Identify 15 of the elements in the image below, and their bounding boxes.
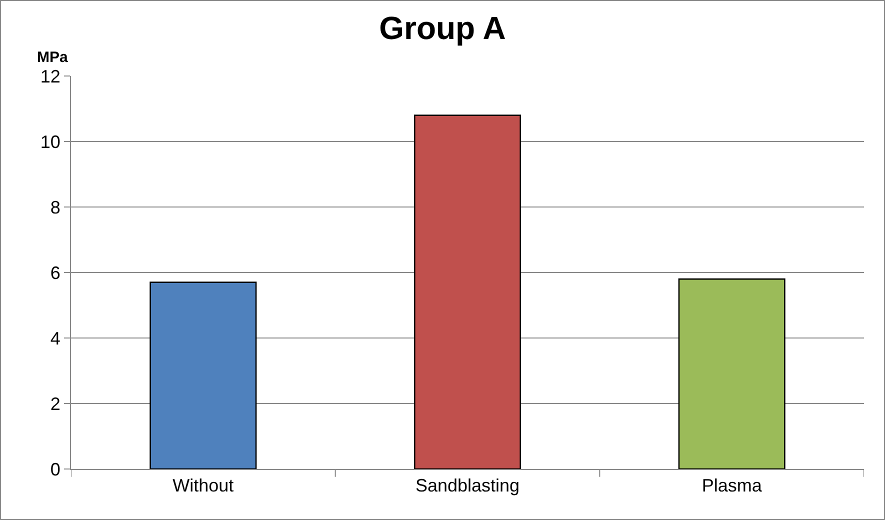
y-tick-label: 2 <box>50 394 60 414</box>
y-tick-label: 10 <box>40 132 60 152</box>
x-tick-label: Plasma <box>702 476 763 496</box>
y-tick-label: 6 <box>50 262 60 283</box>
y-tick-label: 0 <box>50 459 60 480</box>
x-tick-label: Sandblasting <box>415 476 520 496</box>
x-tick-label: Without <box>172 476 234 496</box>
y-tick-label: 12 <box>40 66 60 86</box>
chart-title: Group A <box>379 10 506 46</box>
y-axis-title: MPa <box>37 49 68 66</box>
bar <box>414 114 522 469</box>
y-tick-label: 8 <box>50 197 60 218</box>
bar <box>678 278 786 469</box>
y-tick-label: 4 <box>50 328 60 348</box>
bar <box>150 282 257 469</box>
